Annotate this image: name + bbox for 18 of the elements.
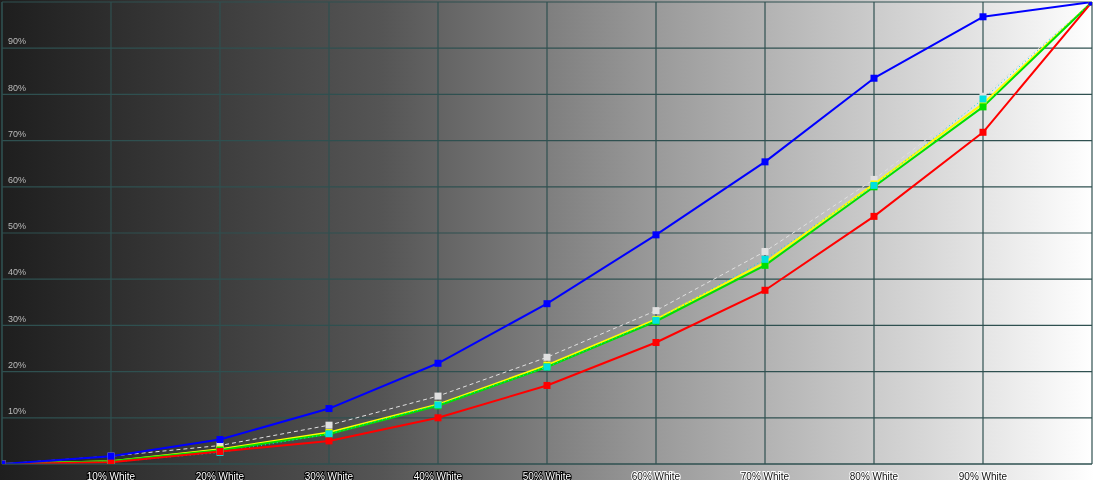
x-tick-label: 50% White — [522, 471, 572, 480]
y-tick-label: 80% — [8, 82, 27, 93]
y-tick-label: 10% — [8, 405, 27, 416]
y-tick-label: 90% — [8, 36, 27, 47]
x-tick-label: 90% White — [958, 471, 1008, 480]
y-tick-label: 30% — [8, 313, 27, 324]
y-tick-label: 50% — [8, 221, 27, 232]
y-tick-label: 40% — [8, 267, 27, 278]
x-tick-label: 30% White — [304, 471, 354, 480]
y-tick-label: 70% — [8, 128, 27, 139]
x-tick-label: 60% White — [631, 471, 681, 480]
y-tick-label: 20% — [8, 359, 27, 370]
x-tick-label: 20% White — [195, 471, 245, 480]
x-tick-label: 70% White — [740, 471, 790, 480]
x-tick-label: 10% White — [86, 471, 136, 480]
y-tick-label: 60% — [8, 175, 27, 185]
x-tick-label: 40% White — [413, 471, 463, 480]
x-tick-label: 80% White — [849, 471, 899, 480]
